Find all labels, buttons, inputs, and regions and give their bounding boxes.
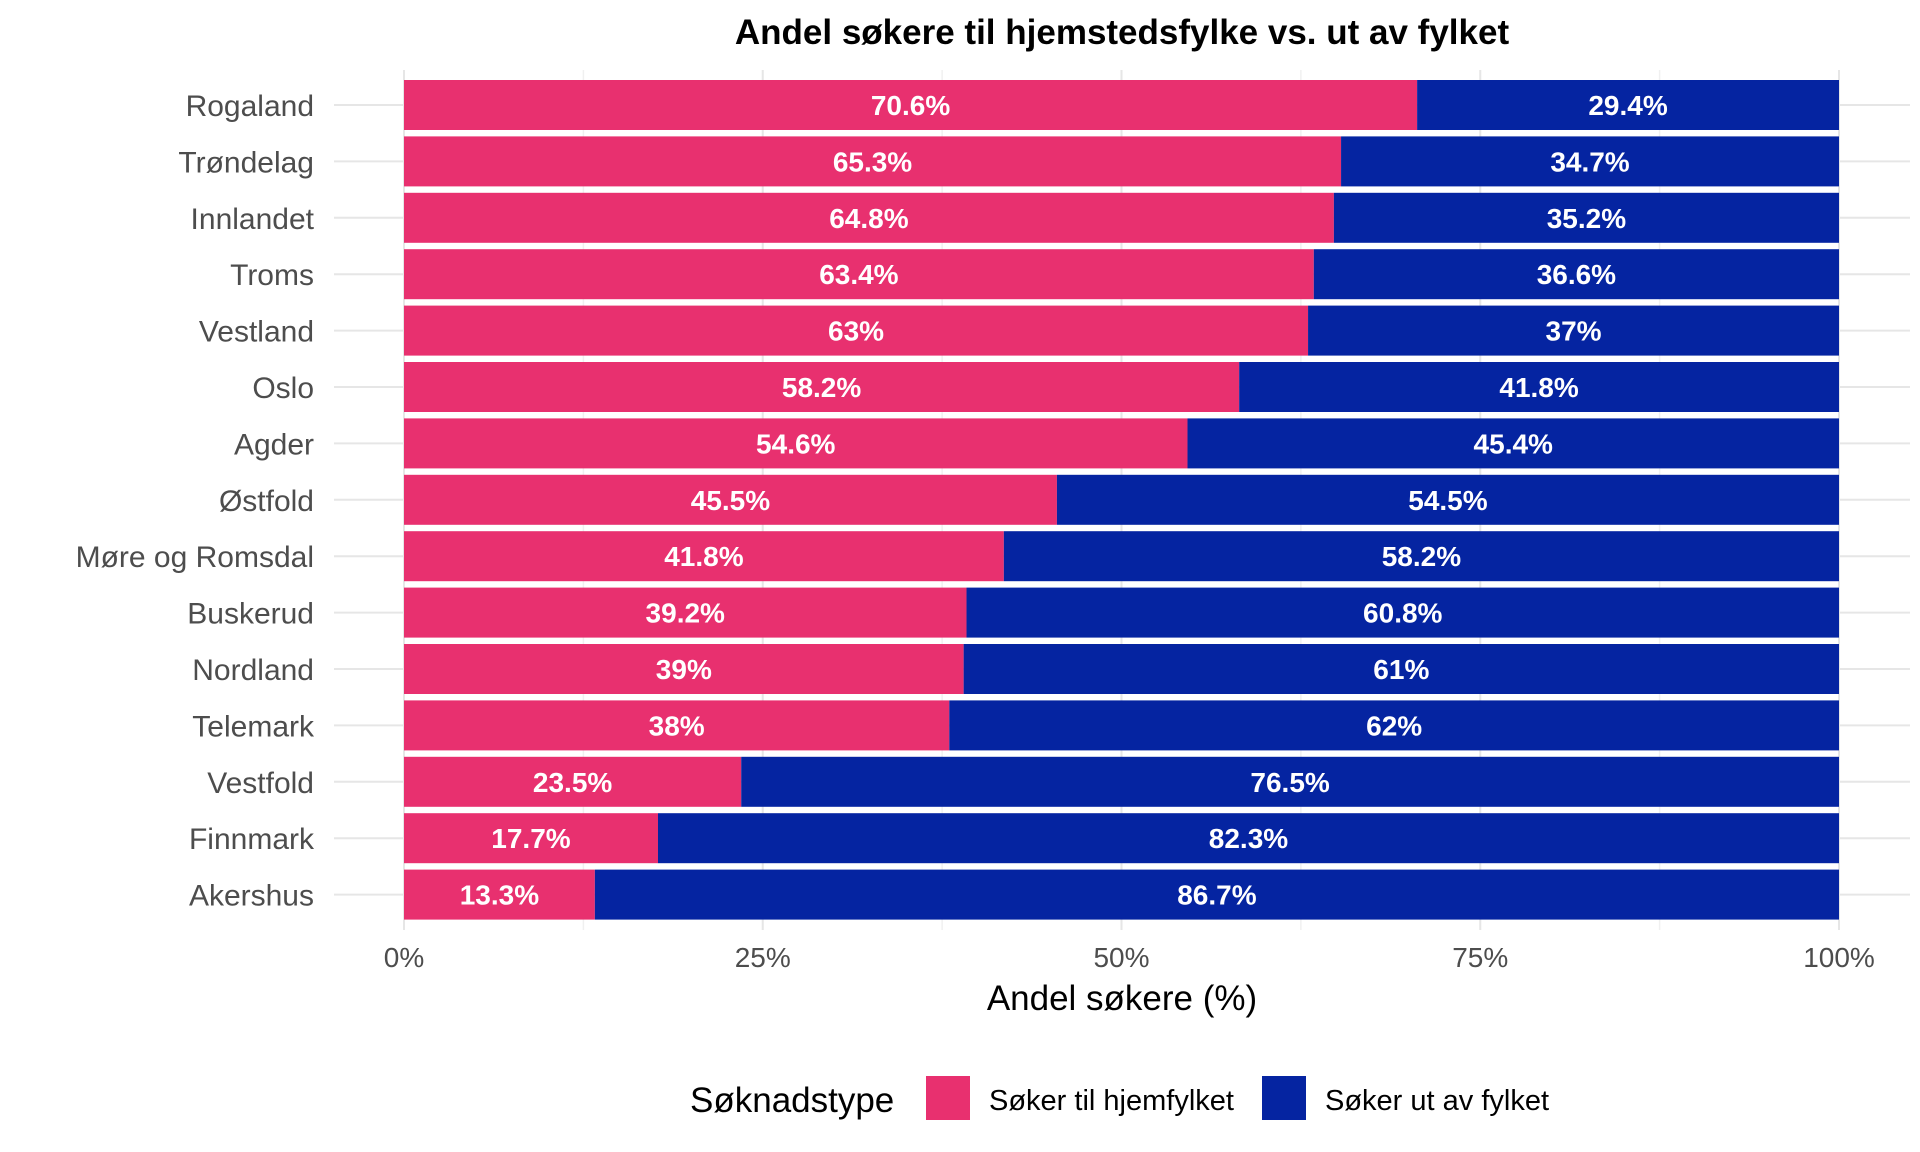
bar-label-troms-ut-av-fylket: 36.6% bbox=[1537, 259, 1616, 290]
bar-label-vestfold-ut-av-fylket: 76.5% bbox=[1250, 767, 1329, 798]
category-label-ostfold: Østfold bbox=[219, 485, 314, 518]
bar-label-akershus-hjemfylket: 13.3% bbox=[460, 880, 539, 911]
bar-agder-hjemfylket bbox=[404, 418, 1188, 469]
bar-agder-ut-av-fylket bbox=[1187, 418, 1839, 469]
bar-label-oslo-hjemfylket: 58.2% bbox=[782, 372, 861, 403]
bar-more-og-romsdal-ut-av-fylket bbox=[1003, 531, 1839, 582]
x-tick-label: 25% bbox=[735, 942, 791, 973]
legend: Søknadstype Søker til hjemfylket Søker u… bbox=[690, 1076, 1549, 1120]
category-label-finnmark: Finnmark bbox=[189, 823, 315, 856]
x-tick-label: 0% bbox=[384, 942, 424, 973]
bar-ostfold-hjemfylket bbox=[404, 474, 1057, 525]
x-tick-label: 75% bbox=[1452, 942, 1508, 973]
legend-title: Søknadstype bbox=[690, 1081, 894, 1120]
bar-nordland-ut-av-fylket bbox=[963, 644, 1839, 694]
bar-troms-hjemfylket bbox=[404, 249, 1314, 300]
bar-telemark-ut-av-fylket bbox=[949, 700, 1839, 751]
bar-label-innlandet-hjemfylket: 64.8% bbox=[829, 203, 908, 234]
category-label-troms: Troms bbox=[230, 259, 314, 292]
bar-labels-layer: 70.6% 29.4% 65.3% 34.7% 64.8% 35.2% 63.4% 36.6%… bbox=[460, 90, 1668, 911]
legend-key-ut-av-fylket bbox=[1262, 1076, 1306, 1120]
bar-akershus-hjemfylket bbox=[404, 869, 595, 920]
category-label-buskerud: Buskerud bbox=[187, 598, 314, 631]
bar-finnmark-ut-av-fylket bbox=[657, 813, 1839, 864]
bar-oslo-hjemfylket bbox=[404, 362, 1240, 412]
bar-telemark-hjemfylket bbox=[404, 700, 950, 751]
bar-label-vestfold-hjemfylket: 23.5% bbox=[533, 767, 612, 798]
bar-innlandet-ut-av-fylket bbox=[1333, 192, 1839, 243]
category-labels-layer: Rogaland Trøndelag Innlandet Troms Vestland O… bbox=[76, 90, 315, 913]
bar-label-innlandet-ut-av-fylket: 35.2% bbox=[1547, 203, 1626, 234]
bar-finnmark-hjemfylket bbox=[404, 813, 658, 864]
bar-troms-ut-av-fylket bbox=[1313, 249, 1839, 300]
bar-rogaland-hjemfylket bbox=[404, 80, 1418, 130]
category-label-trondelag: Trøndelag bbox=[178, 146, 314, 179]
bar-label-more-og-romsdal-hjemfylket: 41.8% bbox=[664, 541, 743, 572]
bar-label-telemark-hjemfylket: 38% bbox=[649, 710, 705, 741]
bar-label-agder-ut-av-fylket: 45.4% bbox=[1474, 428, 1553, 459]
legend-label-ut-av-fylket: Søker ut av fylket bbox=[1325, 1085, 1549, 1117]
x-tick-label: 100% bbox=[1803, 942, 1875, 973]
bar-label-agder-hjemfylket: 54.6% bbox=[756, 428, 835, 459]
bar-label-nordland-ut-av-fylket: 61% bbox=[1373, 654, 1429, 685]
category-label-vestfold: Vestfold bbox=[207, 767, 314, 800]
bar-label-rogaland-hjemfylket: 70.6% bbox=[871, 90, 950, 121]
bar-vestfold-hjemfylket bbox=[404, 756, 742, 807]
bar-trondelag-hjemfylket bbox=[404, 136, 1342, 187]
bar-vestfold-ut-av-fylket bbox=[741, 756, 1839, 807]
bar-label-telemark-ut-av-fylket: 62% bbox=[1366, 710, 1422, 741]
bar-label-vestland-hjemfylket: 63% bbox=[828, 316, 884, 347]
bar-label-more-og-romsdal-ut-av-fylket: 58.2% bbox=[1382, 541, 1461, 572]
category-label-nordland: Nordland bbox=[192, 654, 314, 687]
bar-oslo-ut-av-fylket bbox=[1239, 362, 1839, 412]
bar-label-trondelag-hjemfylket: 65.3% bbox=[833, 146, 912, 177]
bar-label-ostfold-hjemfylket: 45.5% bbox=[691, 485, 770, 516]
category-label-rogaland: Rogaland bbox=[186, 90, 314, 123]
bar-vestland-ut-av-fylket bbox=[1308, 305, 1839, 356]
bar-label-trondelag-ut-av-fylket: 34.7% bbox=[1550, 146, 1629, 177]
x-tick-label: 50% bbox=[1093, 942, 1149, 973]
bar-akershus-ut-av-fylket bbox=[594, 869, 1839, 920]
category-label-oslo: Oslo bbox=[252, 372, 314, 405]
bar-label-finnmark-hjemfylket: 17.7% bbox=[491, 823, 570, 854]
bar-label-nordland-hjemfylket: 39% bbox=[656, 654, 712, 685]
bar-label-vestland-ut-av-fylket: 37% bbox=[1546, 316, 1602, 347]
bar-buskerud-hjemfylket bbox=[404, 587, 967, 638]
category-label-innlandet: Innlandet bbox=[191, 203, 315, 236]
category-label-akershus: Akershus bbox=[189, 880, 314, 913]
legend-key-hjemfylket bbox=[926, 1076, 970, 1120]
category-label-vestland: Vestland bbox=[199, 316, 314, 349]
bar-label-buskerud-hjemfylket: 39.2% bbox=[646, 598, 725, 629]
bar-buskerud-ut-av-fylket bbox=[966, 587, 1839, 638]
bar-rogaland-ut-av-fylket bbox=[1417, 80, 1839, 130]
category-label-agder: Agder bbox=[234, 428, 314, 461]
x-axis-title: Andel søkere (%) bbox=[987, 979, 1257, 1018]
bar-label-oslo-ut-av-fylket: 41.8% bbox=[1499, 372, 1578, 403]
bar-nordland-hjemfylket bbox=[404, 644, 964, 694]
chart-title: Andel søkere til hjemstedsfylke vs. ut a… bbox=[735, 13, 1510, 52]
category-label-more-og-romsdal: Møre og Romsdal bbox=[76, 541, 314, 574]
bar-label-rogaland-ut-av-fylket: 29.4% bbox=[1588, 90, 1667, 121]
bar-more-og-romsdal-hjemfylket bbox=[404, 531, 1004, 582]
bar-label-akershus-ut-av-fylket: 86.7% bbox=[1177, 880, 1256, 911]
legend-label-hjemfylket: Søker til hjemfylket bbox=[989, 1085, 1234, 1117]
bar-vestland-hjemfylket bbox=[404, 305, 1309, 356]
bar-label-ostfold-ut-av-fylket: 54.5% bbox=[1408, 485, 1487, 516]
bar-innlandet-hjemfylket bbox=[404, 192, 1334, 243]
bar-trondelag-ut-av-fylket bbox=[1341, 136, 1839, 187]
bar-label-buskerud-ut-av-fylket: 60.8% bbox=[1363, 598, 1442, 629]
bar-label-finnmark-ut-av-fylket: 82.3% bbox=[1209, 823, 1288, 854]
bar-label-troms-hjemfylket: 63.4% bbox=[819, 259, 898, 290]
bar-ostfold-ut-av-fylket bbox=[1056, 474, 1839, 525]
x-tick-labels-layer: 0% 25% 50% 75% 100% bbox=[384, 942, 1875, 973]
bars-layer bbox=[404, 80, 1839, 920]
category-label-telemark: Telemark bbox=[192, 710, 315, 743]
